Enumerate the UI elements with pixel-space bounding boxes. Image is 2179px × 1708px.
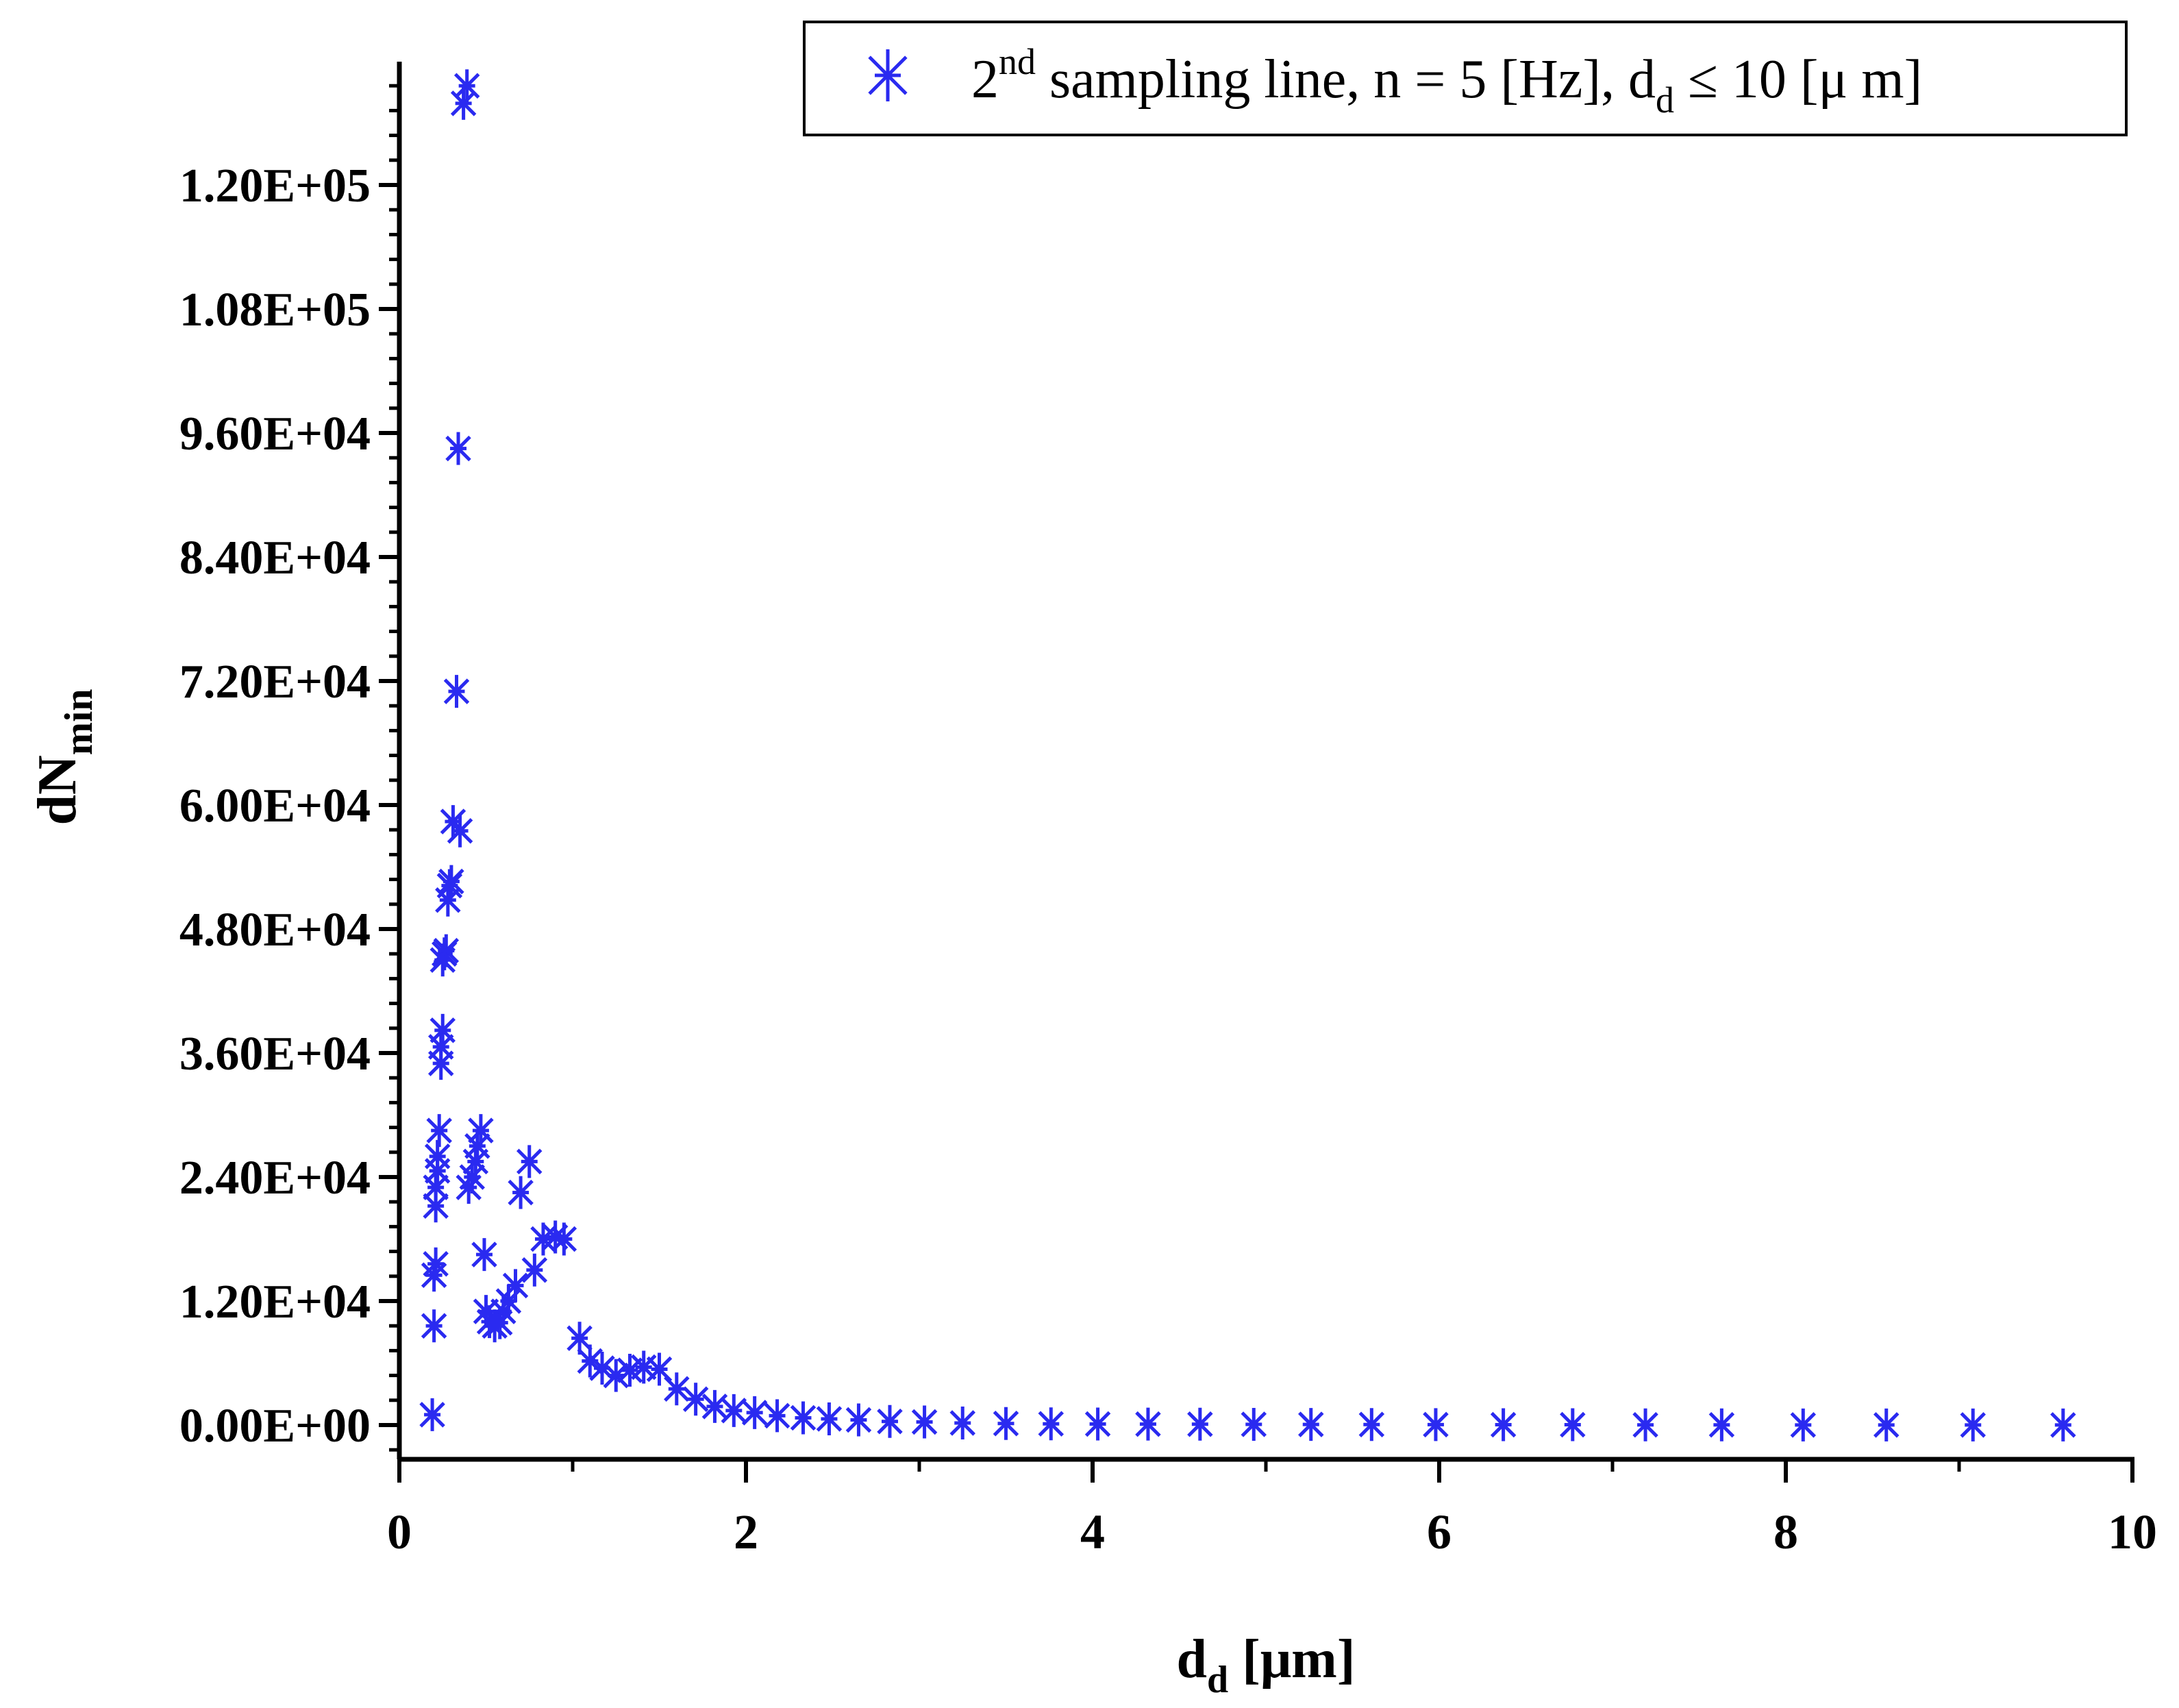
data-point [1135, 1407, 1161, 1441]
legend-label: 2nd sampling line, n = 5 [Hz], dd ≤ 10 [… [971, 41, 1922, 121]
legend: 2nd sampling line, n = 5 [Hz], dd ≤ 10 [… [803, 21, 2128, 136]
data-point [721, 1394, 747, 1427]
data-point [508, 1176, 534, 1209]
data-point [468, 1114, 494, 1148]
y-tick-label: 6.00E+04 [179, 780, 371, 832]
y-tick-label: 7.20E+04 [179, 656, 371, 708]
y-tick-label: 1.08E+05 [179, 284, 371, 336]
data-point [433, 934, 460, 967]
data-point [1241, 1407, 1267, 1441]
y-tick-label: 2.40E+04 [179, 1152, 371, 1204]
data-point [2050, 1408, 2076, 1441]
data-point [1960, 1408, 1986, 1441]
data-point [1708, 1408, 1735, 1441]
data-point [521, 1253, 548, 1287]
data-point [682, 1383, 709, 1416]
x-tick-label: 4 [1080, 1505, 1105, 1559]
y-tick-label: 1.20E+04 [179, 1276, 371, 1328]
data-point [1632, 1408, 1658, 1441]
data-point [764, 1399, 790, 1433]
y-tick-label: 0.00E+00 [179, 1400, 371, 1452]
data-point [453, 69, 480, 103]
x-tick-label: 0 [387, 1505, 412, 1559]
data-point [426, 1114, 452, 1148]
data-point [1873, 1408, 1900, 1441]
y-axis-title: dNmin [27, 689, 101, 826]
data-point [447, 814, 473, 847]
data-point [429, 1013, 456, 1047]
ticks [379, 84, 2134, 1483]
data-point [443, 675, 470, 708]
data-point [741, 1396, 768, 1429]
data-point [993, 1407, 1019, 1440]
data-point [471, 1238, 497, 1272]
data-point [790, 1401, 817, 1435]
data-point [421, 1309, 447, 1343]
y-tick-label: 4.80E+04 [179, 904, 371, 956]
y-tick-label: 8.40E+04 [179, 532, 371, 584]
legend-marker [868, 49, 908, 101]
x-axis-title: dd [μm] [1177, 1629, 1356, 1701]
y-tick-label: 3.60E+04 [179, 1028, 371, 1080]
data-point [877, 1404, 903, 1438]
data-point [603, 1359, 629, 1392]
data-point [424, 1139, 451, 1173]
x-tick-label: 10 [2108, 1505, 2157, 1559]
data-point [516, 1145, 543, 1178]
y-tick-label: 9.60E+04 [179, 408, 371, 460]
x-tick-label: 2 [734, 1505, 758, 1559]
data-point [502, 1269, 529, 1302]
data-point [438, 865, 464, 898]
data-point [423, 1247, 449, 1280]
data-point [1423, 1408, 1449, 1441]
data-point [701, 1389, 728, 1423]
data-point [445, 432, 471, 465]
data-point [664, 1372, 690, 1406]
data-point [419, 1398, 445, 1431]
axes [397, 62, 2134, 1462]
x-tick-label: 6 [1427, 1505, 1452, 1559]
data-point [1358, 1408, 1385, 1441]
data-points [419, 69, 2076, 1441]
y-tick-label: 1.20E+05 [179, 160, 371, 212]
data-point [1187, 1407, 1213, 1441]
data-point [1038, 1407, 1064, 1441]
data-point [1490, 1408, 1517, 1441]
data-point [551, 1222, 577, 1256]
legend-box [803, 21, 2128, 136]
data-point [845, 1403, 872, 1437]
data-point [1298, 1408, 1324, 1441]
x-tick-label: 8 [1773, 1505, 1798, 1559]
data-point [911, 1405, 938, 1439]
data-point [1790, 1408, 1817, 1441]
data-point [1560, 1408, 1586, 1441]
data-point [816, 1402, 843, 1435]
data-point [949, 1406, 975, 1439]
axis-labels: 0.00E+00 1.20E+04 2.40E+04 3.60E+04 4.80E+04… [27, 160, 2157, 1701]
data-point [1084, 1407, 1111, 1441]
